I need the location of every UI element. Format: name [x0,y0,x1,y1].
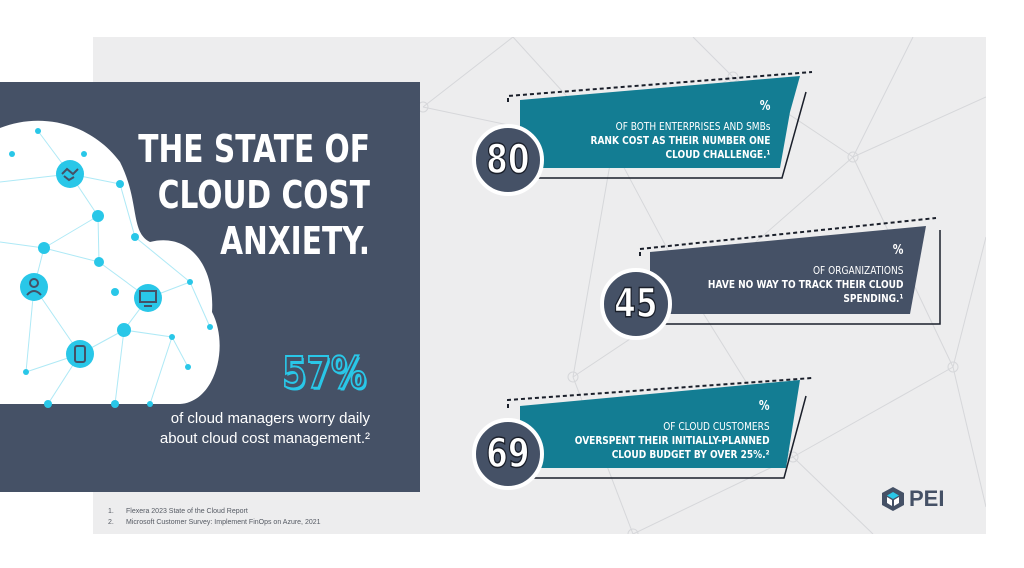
person-icon [20,273,48,301]
pei-logo-text: PEI [909,486,945,511]
stat-2-text: % OF ORGANIZATIONS HAVE NO WAY TO TRACK … [707,244,903,306]
title-line-3: ANXIETY. [220,219,370,263]
footnotes: 1. Flexera 2023 State of the Cloud Report… [108,506,321,528]
stat-1-text: % OF BOTH ENTERPRISES AND SMBs RANK COST… [590,100,770,162]
stat-2-line-3: SPENDING.¹ [842,292,903,305]
stat-1-line-1: OF BOTH ENTERPRISES AND SMBs [615,120,770,133]
footnote-2: 2. Microsoft Customer Survey: Implement F… [108,519,321,526]
stat-1-line-2: RANK COST AS THEIR NUMBER ONE [590,134,770,147]
stat-1-number-text: 80 [486,136,531,184]
stat-1-percent: % [759,99,770,114]
stat-3-percent: % [759,399,770,414]
pei-logo-icon [882,487,904,511]
hero-panel: THE STATE OF CLOUD COST ANXIETY. 57% of … [0,82,420,492]
stat-2-line-1: OF ORGANIZATIONS [812,264,903,277]
cloud-illustration [0,120,220,408]
monitor-icon [134,284,162,312]
stat-3-line-1: OF CLOUD CUSTOMERS [663,420,770,433]
stat-1-number: 80 [472,124,544,196]
pei-logo: PEI [880,486,944,512]
hero-stat-description: of cloud managers worry daily about clou… [110,409,370,449]
title-line-1: THE STATE OF [138,127,370,171]
stat-3-line-3: CLOUD BUDGET BY OVER 25%.² [612,448,770,461]
hero-desc-line-2: about cloud cost management.² [159,430,370,447]
hero-stat: 57% [281,348,367,399]
stat-2-number-text: 45 [614,280,659,328]
hero-desc-line-1: of cloud managers worry daily [170,410,370,427]
stat-1-line-3: CLOUD CHALLENGE.¹ [665,148,770,161]
stat-2-number: 45 [600,268,672,340]
stat-3-number-text: 69 [486,430,531,478]
stat-3-number: 69 [472,418,544,490]
stat-3-text: % OF CLOUD CUSTOMERS OVERSPENT THEIR INI… [575,400,770,462]
stat-2-percent: % [892,243,903,258]
stat-2-line-2: HAVE NO WAY TO TRACK THEIR CLOUD [707,278,903,291]
page-title: THE STATE OF CLOUD COST ANXIETY. [136,126,370,264]
handshake-icon [56,160,84,188]
footnote-1: 1. Flexera 2023 State of the Cloud Report [108,508,248,515]
title-line-2: CLOUD COST [157,173,370,217]
phone-icon [66,340,94,368]
stat-3-line-2: OVERSPENT THEIR INITIALLY-PLANNED [575,434,770,447]
